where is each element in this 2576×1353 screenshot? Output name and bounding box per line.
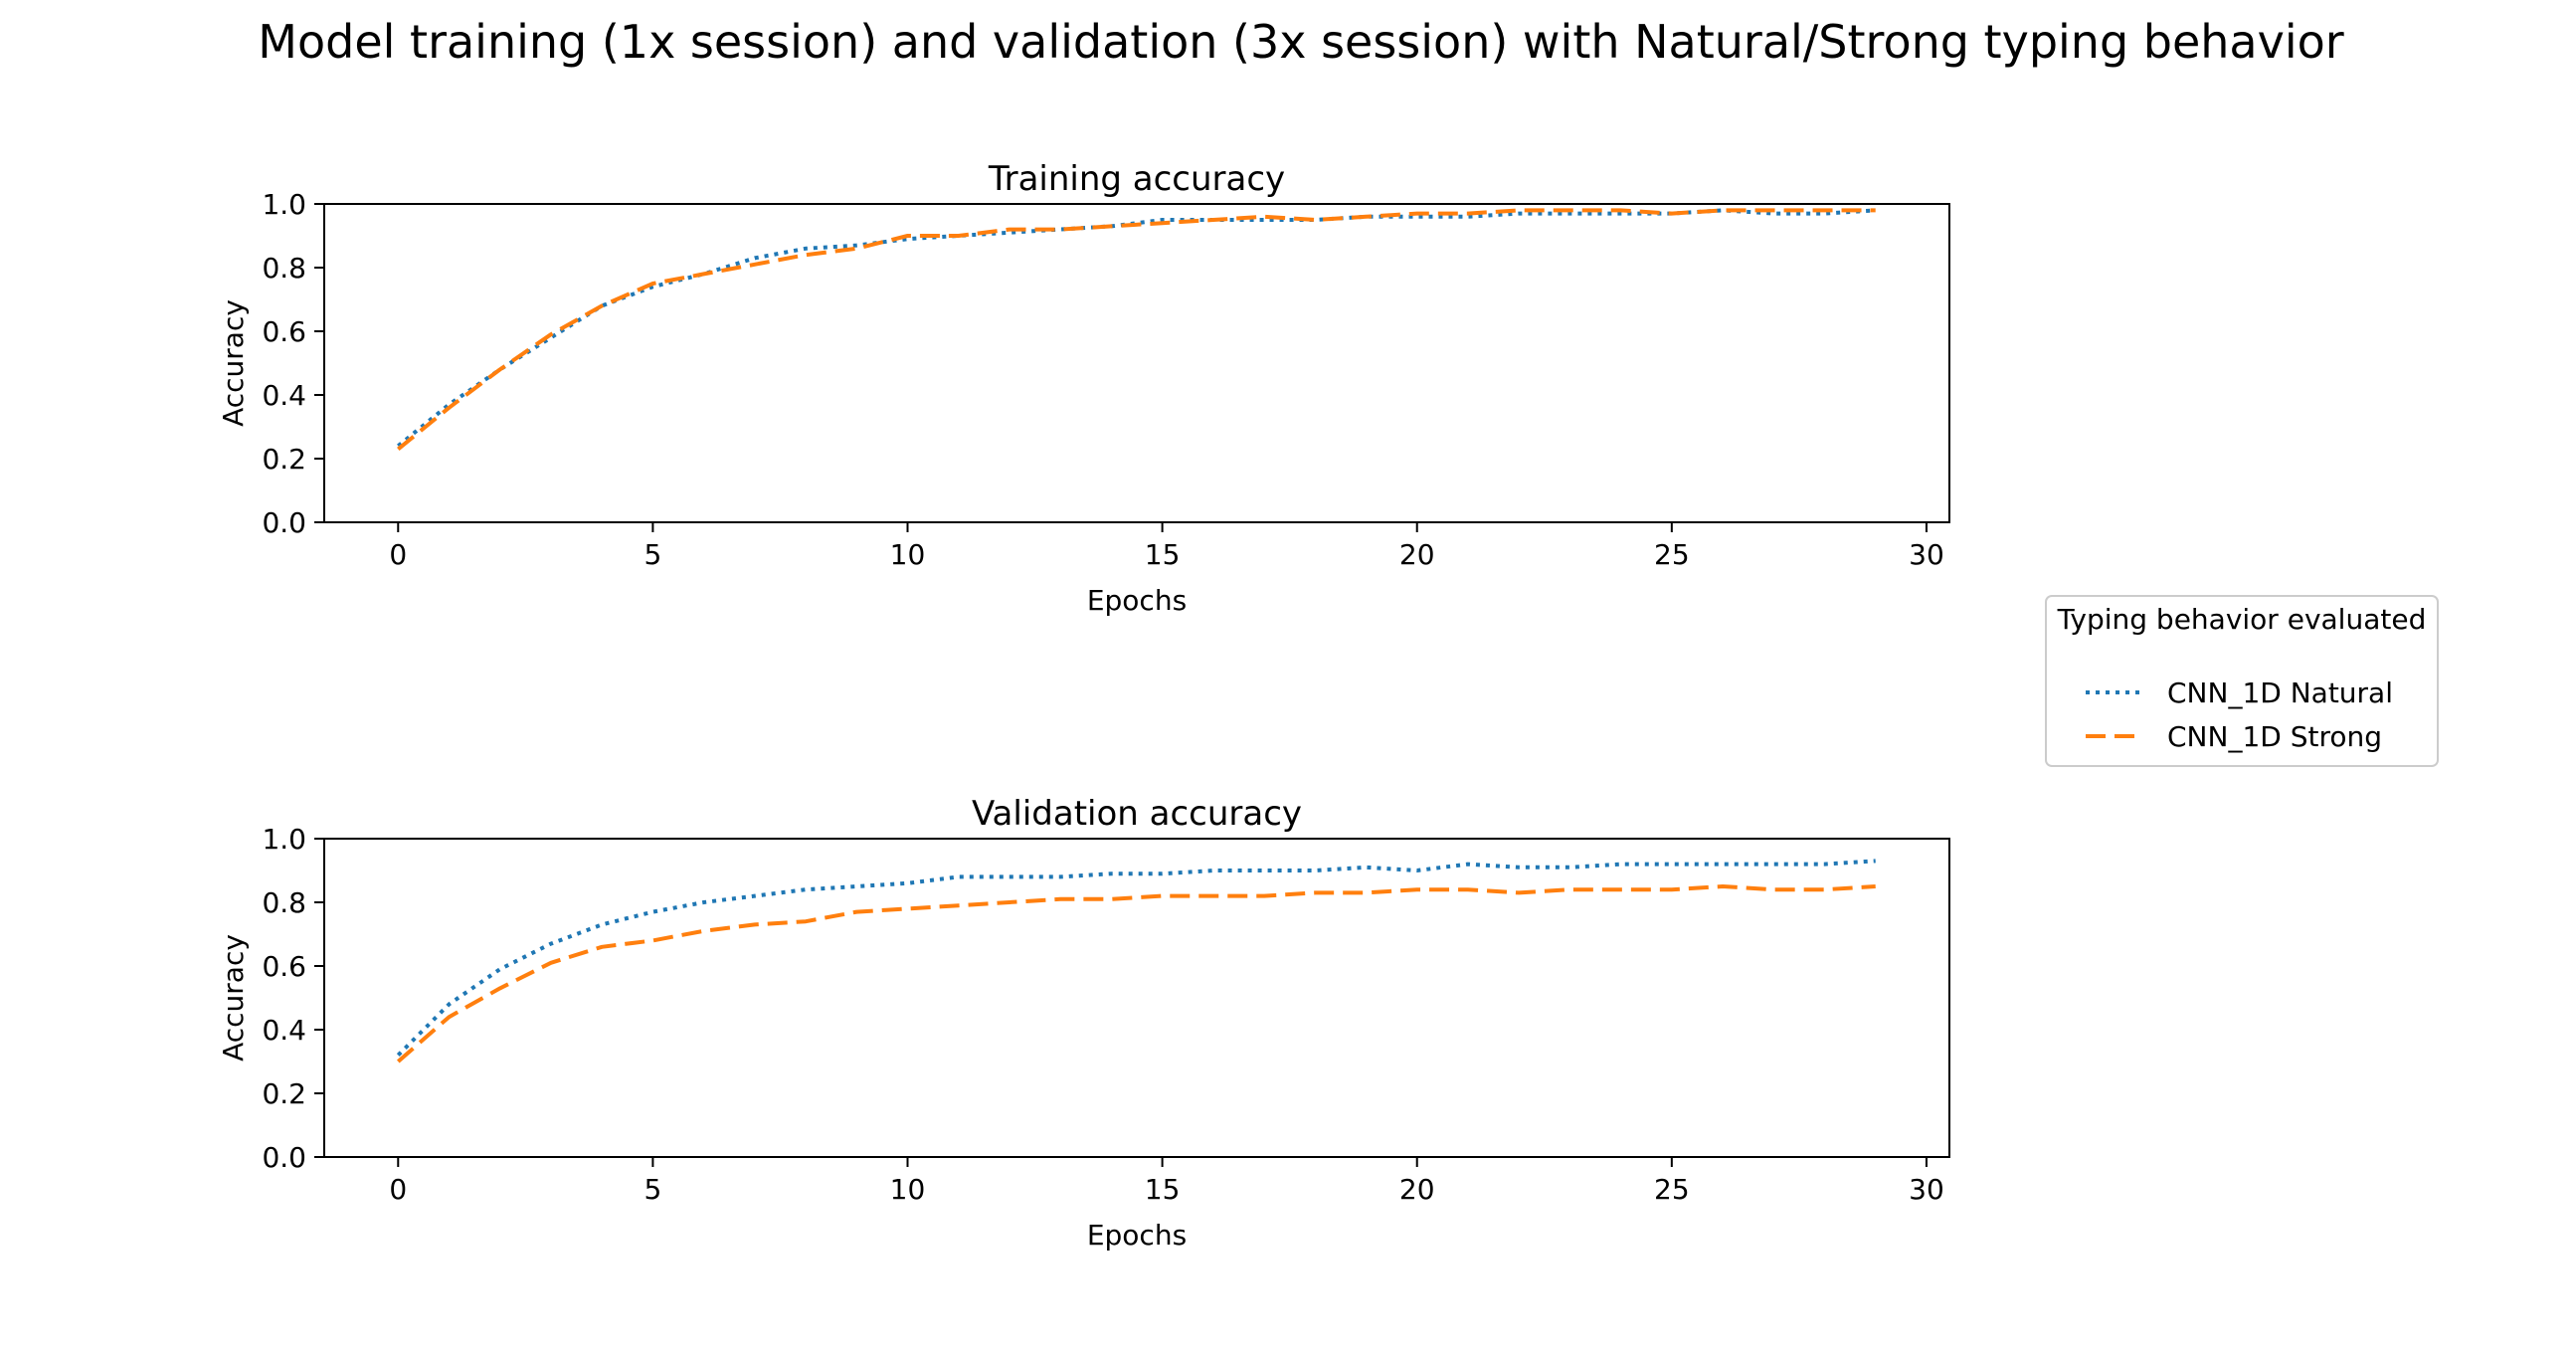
- validation-ytick-label: 1.0: [262, 823, 306, 856]
- validation-xtick-label: 15: [1145, 1173, 1181, 1206]
- training-xtick-label: 25: [1654, 538, 1690, 571]
- legend-label-strong: CNN_1D Strong: [2167, 720, 2382, 753]
- training-ytick-label: 0.8: [262, 252, 306, 285]
- training-series-cnn-1d-natural: [397, 208, 1876, 448]
- validation-xtick-label: 10: [890, 1173, 926, 1206]
- validation-xtick-label: 25: [1654, 1173, 1690, 1206]
- training-xtick-label: 10: [890, 538, 926, 571]
- training-ytick-label: 0.2: [262, 443, 306, 476]
- legend: Typing behavior evaluated CNN_1D Natural…: [2045, 595, 2439, 767]
- training-ylabel: Accuracy: [217, 299, 250, 427]
- validation-xtick-label: 5: [644, 1173, 661, 1206]
- training-ytick-label: 0.0: [262, 506, 306, 539]
- validation-frame: [323, 838, 1950, 1158]
- training-ytick-label: 1.0: [262, 188, 306, 221]
- training-title: Training accuracy: [988, 159, 1285, 199]
- legend-title: Typing behavior evaluated: [2057, 603, 2427, 636]
- validation-ytick-label: 0.6: [262, 950, 306, 983]
- training-xtick-label: 30: [1909, 538, 1944, 571]
- validation-xtick-label: 20: [1399, 1173, 1435, 1206]
- validation-series-cnn-1d-strong: [396, 884, 1876, 1063]
- training-xtick-label: 15: [1145, 538, 1181, 571]
- training-xtick-label: 5: [644, 538, 661, 571]
- validation-ytick-label: 0.0: [262, 1141, 306, 1174]
- validation-ytick-label: 0.8: [262, 886, 306, 919]
- validation-ytick-label: 0.2: [262, 1077, 306, 1110]
- training-xtick-label: 0: [389, 538, 407, 571]
- training-ytick-label: 0.6: [262, 315, 306, 348]
- validation-series-cnn-1d-natural: [396, 859, 1876, 1058]
- training-series-cnn-1d-strong: [397, 208, 1876, 451]
- figure-suptitle: Model training (1x session) and validati…: [258, 15, 2343, 69]
- validation-title: Validation accuracy: [972, 794, 1302, 834]
- training-xtick-label: 20: [1399, 538, 1435, 571]
- validation-xtick-label: 0: [389, 1173, 407, 1206]
- training-xlabel: Epochs: [1087, 584, 1187, 617]
- training-ytick-label: 0.4: [262, 379, 306, 412]
- training-frame: [323, 203, 1950, 523]
- subplots: Training accuracy 0 5 10 15 20 25 30 0.0 0.2 0.4 0.…: [217, 159, 1950, 1252]
- training-axes: Training accuracy 0 5 10 15 20 25 30 0.0 0.2 0.4 0.…: [217, 159, 1950, 617]
- validation-xlabel: Epochs: [1087, 1219, 1187, 1252]
- validation-axes: Validation accuracy 0 5 10 15 20 25 30 0.0 0.2 0.4…: [217, 794, 1950, 1252]
- legend-label-natural: CNN_1D Natural: [2167, 676, 2393, 709]
- validation-xtick-label: 30: [1909, 1173, 1944, 1206]
- validation-ylabel: Accuracy: [217, 934, 250, 1062]
- validation-ytick-label: 0.4: [262, 1014, 306, 1047]
- legend-frame: [2045, 595, 2439, 767]
